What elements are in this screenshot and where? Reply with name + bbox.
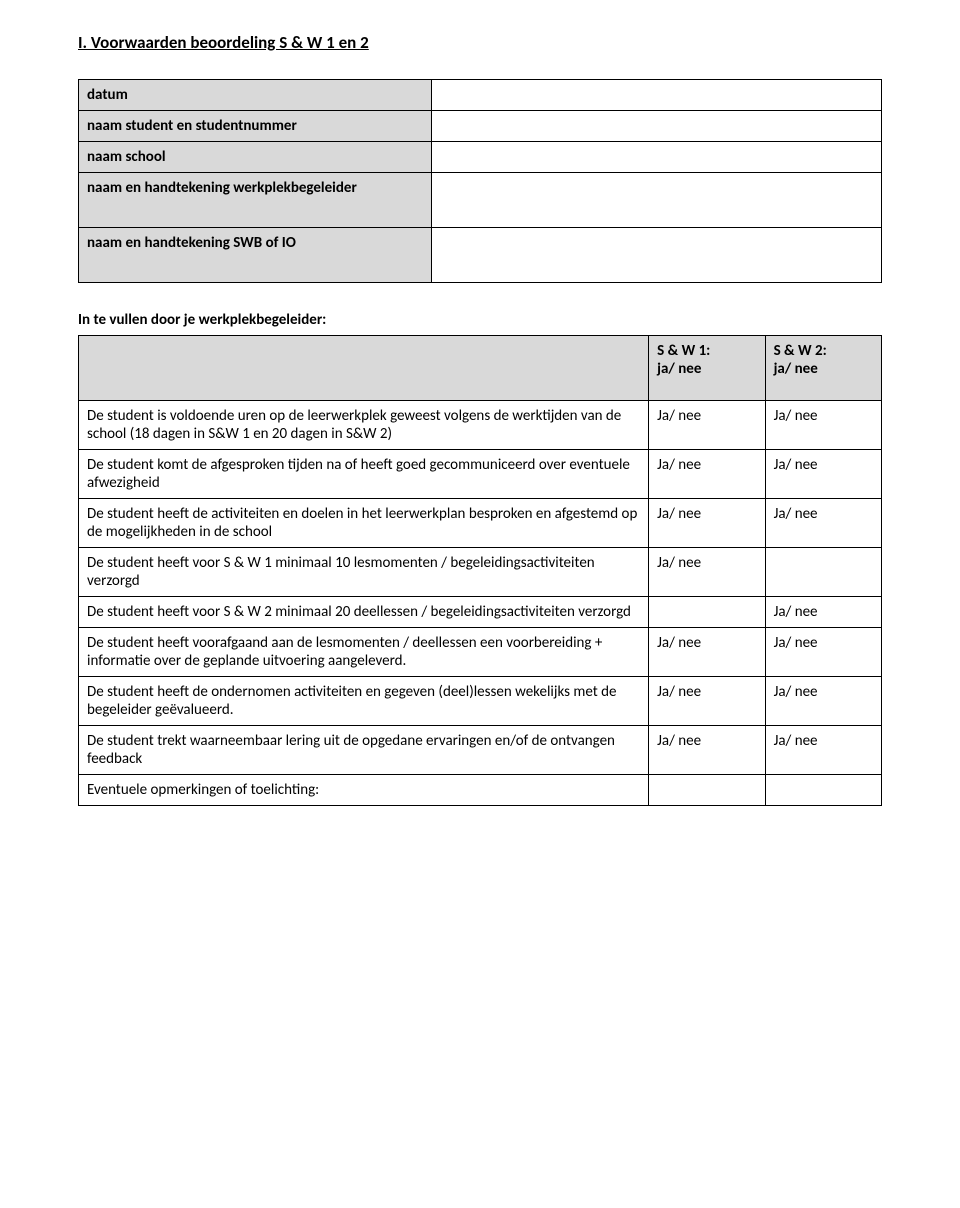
- section-heading: I. Voorwaarden beoordeling S & W 1 en 2: [78, 32, 882, 53]
- criterion-text: Eventuele opmerkingen of toelichting:: [79, 775, 649, 806]
- criterion-value-1[interactable]: Ja/ nee: [649, 450, 765, 499]
- criterion-value-1[interactable]: Ja/ nee: [649, 726, 765, 775]
- criterion-value-1[interactable]: Ja/ nee: [649, 499, 765, 548]
- criteria-table: S & W 1: ja/ nee S & W 2: ja/ nee De stu…: [78, 335, 882, 806]
- info-value[interactable]: [432, 111, 882, 142]
- criterion-value-2[interactable]: Ja/ nee: [765, 628, 881, 677]
- criterion-value-2[interactable]: [765, 548, 881, 597]
- table-row: Eventuele opmerkingen of toelichting:: [79, 775, 882, 806]
- criterion-text: De student komt de afgesproken tijden na…: [79, 450, 649, 499]
- criterion-value-2[interactable]: Ja/ nee: [765, 726, 881, 775]
- table-row: naam en handtekening werkplekbegeleider: [79, 173, 882, 228]
- info-label: datum: [79, 80, 432, 111]
- info-value[interactable]: [432, 142, 882, 173]
- table-row: De student is voldoende uren op de leerw…: [79, 401, 882, 450]
- table-row: datum: [79, 80, 882, 111]
- criterion-value-2[interactable]: [765, 775, 881, 806]
- table-row: De student heeft de ondernomen activitei…: [79, 677, 882, 726]
- criterion-value-2[interactable]: Ja/ nee: [765, 450, 881, 499]
- criterion-text: De student is voldoende uren op de leerw…: [79, 401, 649, 450]
- criterion-text: De student trekt waarneembaar lering uit…: [79, 726, 649, 775]
- header-empty: [79, 336, 649, 401]
- criterion-value-2[interactable]: Ja/ nee: [765, 499, 881, 548]
- criterion-value-1[interactable]: Ja/ nee: [649, 548, 765, 597]
- criterion-text: De student heeft voorafgaand aan de lesm…: [79, 628, 649, 677]
- table-header-row: S & W 1: ja/ nee S & W 2: ja/ nee: [79, 336, 882, 401]
- criterion-value-1[interactable]: [649, 597, 765, 628]
- page: I. Voorwaarden beoordeling S & W 1 en 2 …: [0, 0, 960, 1208]
- criterion-value-1[interactable]: Ja/ nee: [649, 677, 765, 726]
- table-row: De student komt de afgesproken tijden na…: [79, 450, 882, 499]
- section-label: In te vullen door je werkplekbegeleider:: [78, 311, 882, 329]
- table-row: De student heeft voorafgaand aan de lesm…: [79, 628, 882, 677]
- info-label: naam student en studentnummer: [79, 111, 432, 142]
- info-value[interactable]: [432, 80, 882, 111]
- header-col-1: S & W 1: ja/ nee: [649, 336, 765, 401]
- criterion-text: De student heeft voor S & W 1 minimaal 1…: [79, 548, 649, 597]
- criterion-text: De student heeft de ondernomen activitei…: [79, 677, 649, 726]
- info-label: naam en handtekening SWB of IO: [79, 228, 432, 283]
- criterion-text: De student heeft voor S & W 2 minimaal 2…: [79, 597, 649, 628]
- criterion-value-2[interactable]: Ja/ nee: [765, 597, 881, 628]
- criterion-value-1[interactable]: [649, 775, 765, 806]
- table-row: naam en handtekening SWB of IO: [79, 228, 882, 283]
- criterion-value-1[interactable]: Ja/ nee: [649, 628, 765, 677]
- info-value[interactable]: [432, 228, 882, 283]
- info-table: datum naam student en studentnummer naam…: [78, 79, 882, 283]
- criterion-value-1[interactable]: Ja/ nee: [649, 401, 765, 450]
- table-row: De student heeft de activiteiten en doel…: [79, 499, 882, 548]
- table-row: naam school: [79, 142, 882, 173]
- table-row: De student heeft voor S & W 1 minimaal 1…: [79, 548, 882, 597]
- criterion-value-2[interactable]: Ja/ nee: [765, 401, 881, 450]
- info-label: naam en handtekening werkplekbegeleider: [79, 173, 432, 228]
- info-label: naam school: [79, 142, 432, 173]
- table-row: De student trekt waarneembaar lering uit…: [79, 726, 882, 775]
- info-value[interactable]: [432, 173, 882, 228]
- criterion-text: De student heeft de activiteiten en doel…: [79, 499, 649, 548]
- table-row: naam student en studentnummer: [79, 111, 882, 142]
- criterion-value-2[interactable]: Ja/ nee: [765, 677, 881, 726]
- header-col-2: S & W 2: ja/ nee: [765, 336, 881, 401]
- table-row: De student heeft voor S & W 2 minimaal 2…: [79, 597, 882, 628]
